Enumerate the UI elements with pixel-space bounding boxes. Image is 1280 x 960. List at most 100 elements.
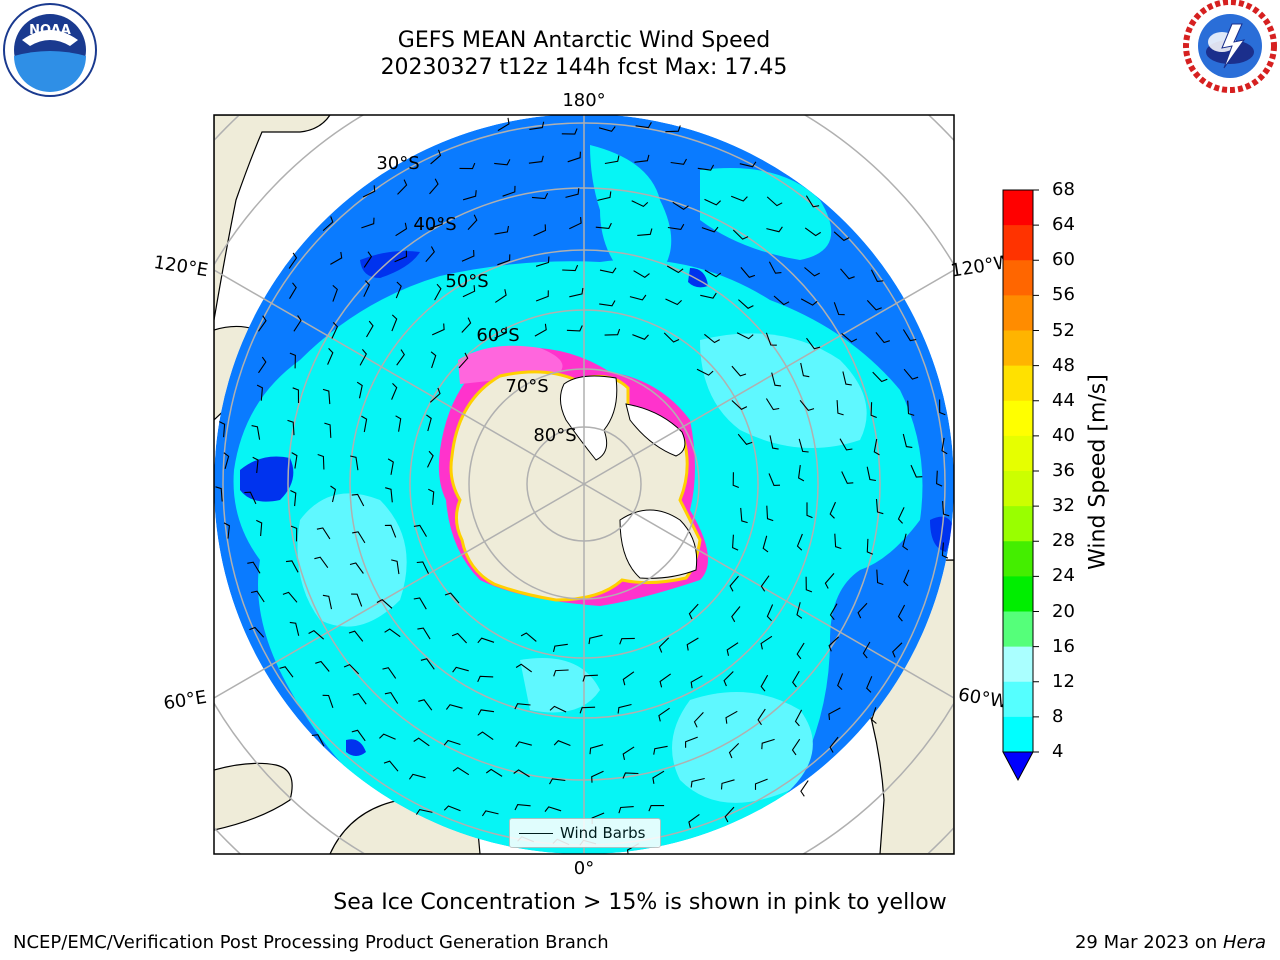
wind-barb (502, 185, 516, 197)
wind-barb (330, 251, 343, 265)
wind-barb (704, 269, 722, 278)
wind-barb (520, 632, 537, 642)
wind-barb (565, 188, 580, 198)
wind-barb (637, 228, 653, 236)
map-frame (213, 114, 955, 855)
wind-barb (363, 251, 373, 268)
wind-barb (902, 433, 913, 448)
wind-barb (322, 216, 334, 232)
wind-barb (857, 602, 868, 619)
wind-barb (617, 703, 632, 714)
colorbar-tick-label: 48 (1052, 354, 1075, 376)
wind-barb (731, 400, 748, 410)
wind-barb (494, 289, 507, 303)
wind-barb (391, 559, 400, 575)
wind-barb (566, 325, 583, 332)
colorbar-tick-label: 68 (1052, 179, 1075, 200)
wind-barb (397, 179, 408, 195)
wind-barb (792, 670, 800, 688)
wind-barb (870, 269, 884, 282)
colorbar-tick-label: 28 (1052, 530, 1075, 552)
wind-barb (218, 421, 226, 438)
wind-barb (535, 290, 549, 302)
wind-barb (871, 707, 877, 724)
wind-barb (352, 692, 367, 705)
wind-barb (828, 636, 840, 652)
wind-barb (324, 422, 332, 438)
wind-barb (762, 535, 769, 553)
wind-barb (494, 326, 507, 339)
wind-barb (387, 458, 394, 475)
wind-barb (599, 300, 616, 307)
wind-barb (728, 743, 740, 759)
wind-barb (311, 734, 325, 747)
wind-barb (223, 522, 230, 539)
wind-barb (632, 334, 649, 340)
wind-barb (477, 709, 495, 716)
wind-barb (394, 250, 408, 263)
colorbar-tick-label: 32 (1052, 495, 1075, 517)
wind-barb (648, 805, 665, 812)
wind-barb (443, 739, 461, 746)
colorbar-title: Wind Speed [m/s] (1085, 374, 1111, 570)
wind-barb (290, 525, 298, 542)
wind-barb (322, 694, 334, 708)
wind-barb (289, 621, 300, 636)
wind-barb (528, 155, 544, 164)
wind-barb (418, 699, 433, 711)
wind-barb (704, 333, 720, 344)
lon-label-0: 0° (574, 858, 594, 879)
wind-barb (873, 438, 880, 456)
wind-barb (665, 298, 682, 306)
wind-barb (910, 464, 923, 478)
wind-barbs (215, 117, 950, 854)
wind-barb (690, 675, 703, 689)
wind-barb (732, 534, 739, 551)
wind-barb (351, 729, 366, 742)
wind-barb (289, 352, 296, 369)
wind-barb (766, 604, 774, 622)
wind-barb (769, 435, 779, 450)
lon-label-180: 180° (562, 90, 605, 111)
wind-barb (544, 806, 562, 812)
wind-barb (829, 603, 838, 621)
lat-label-70s: 70°S (505, 376, 548, 397)
wind-barb (804, 227, 821, 237)
wind-barb (497, 254, 511, 266)
wind-barb (494, 225, 510, 235)
wind-barb (726, 642, 739, 656)
colorbar-tick-label: 52 (1052, 319, 1075, 341)
wind-barb (395, 281, 402, 299)
wind-barb (251, 425, 261, 440)
wind-barb (876, 569, 884, 586)
colorbar-segment (1003, 611, 1033, 648)
wind-barb (696, 368, 714, 376)
wind-barb (730, 195, 748, 202)
wind-barb (897, 604, 906, 622)
wind-barb (285, 560, 299, 573)
wind-barb (738, 299, 754, 309)
wind-barb (622, 746, 635, 761)
wind-barb (729, 575, 739, 592)
wind-barb (384, 628, 401, 638)
colorbar-segment (1003, 365, 1033, 402)
wind-barb (343, 663, 360, 675)
wind-barb (382, 667, 397, 679)
lat-label-60s: 60°S (476, 325, 519, 346)
wind-barb (314, 556, 329, 569)
wind-barb (841, 332, 858, 343)
wind-barb (841, 471, 854, 484)
wind-barb (761, 738, 775, 750)
colorbar-segment (1003, 225, 1033, 261)
noaa-logo-text: NOAA (29, 23, 71, 38)
wind-barb (622, 671, 635, 686)
wind-barb (829, 501, 837, 519)
wind-barb (282, 591, 298, 603)
wind-barb (833, 231, 850, 242)
wind-barb (598, 126, 616, 132)
wind-barb (870, 402, 877, 419)
wind-barb (765, 332, 777, 346)
colorbar-tick-label: 8 (1052, 705, 1064, 727)
wind-barb (697, 164, 715, 171)
